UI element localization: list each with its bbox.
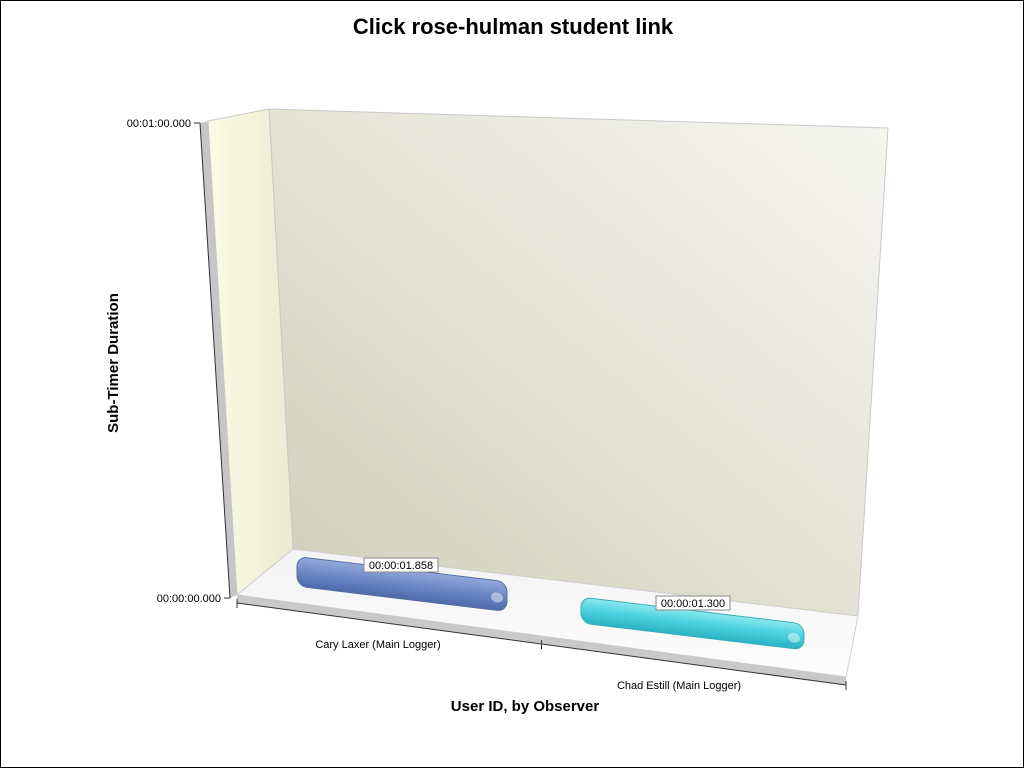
- data-label-text: 00:00:01.858: [369, 560, 433, 572]
- x-axis-title: User ID, by Observer: [451, 698, 600, 715]
- bar: [580, 597, 805, 650]
- x-tick-label: Cary Laxer (Main Logger): [315, 639, 440, 651]
- data-label: 00:00:01.858: [363, 557, 439, 573]
- y-axis-line: [199, 122, 231, 599]
- data-label-text: 00:00:01.300: [661, 598, 725, 610]
- y-tick-label: 00:00:00.000: [157, 593, 221, 605]
- data-label: 00:00:01.300: [655, 595, 731, 611]
- side-wall-edge: [200, 121, 237, 598]
- y-axis-title: Sub-Timer Duration: [105, 293, 122, 433]
- chart-title: Click rose-hulman student link: [353, 14, 674, 39]
- y-tick-label: 00:01:00.000: [127, 118, 191, 130]
- x-tick-label: Chad Estill (Main Logger): [617, 680, 741, 692]
- back-wall: [268, 108, 889, 617]
